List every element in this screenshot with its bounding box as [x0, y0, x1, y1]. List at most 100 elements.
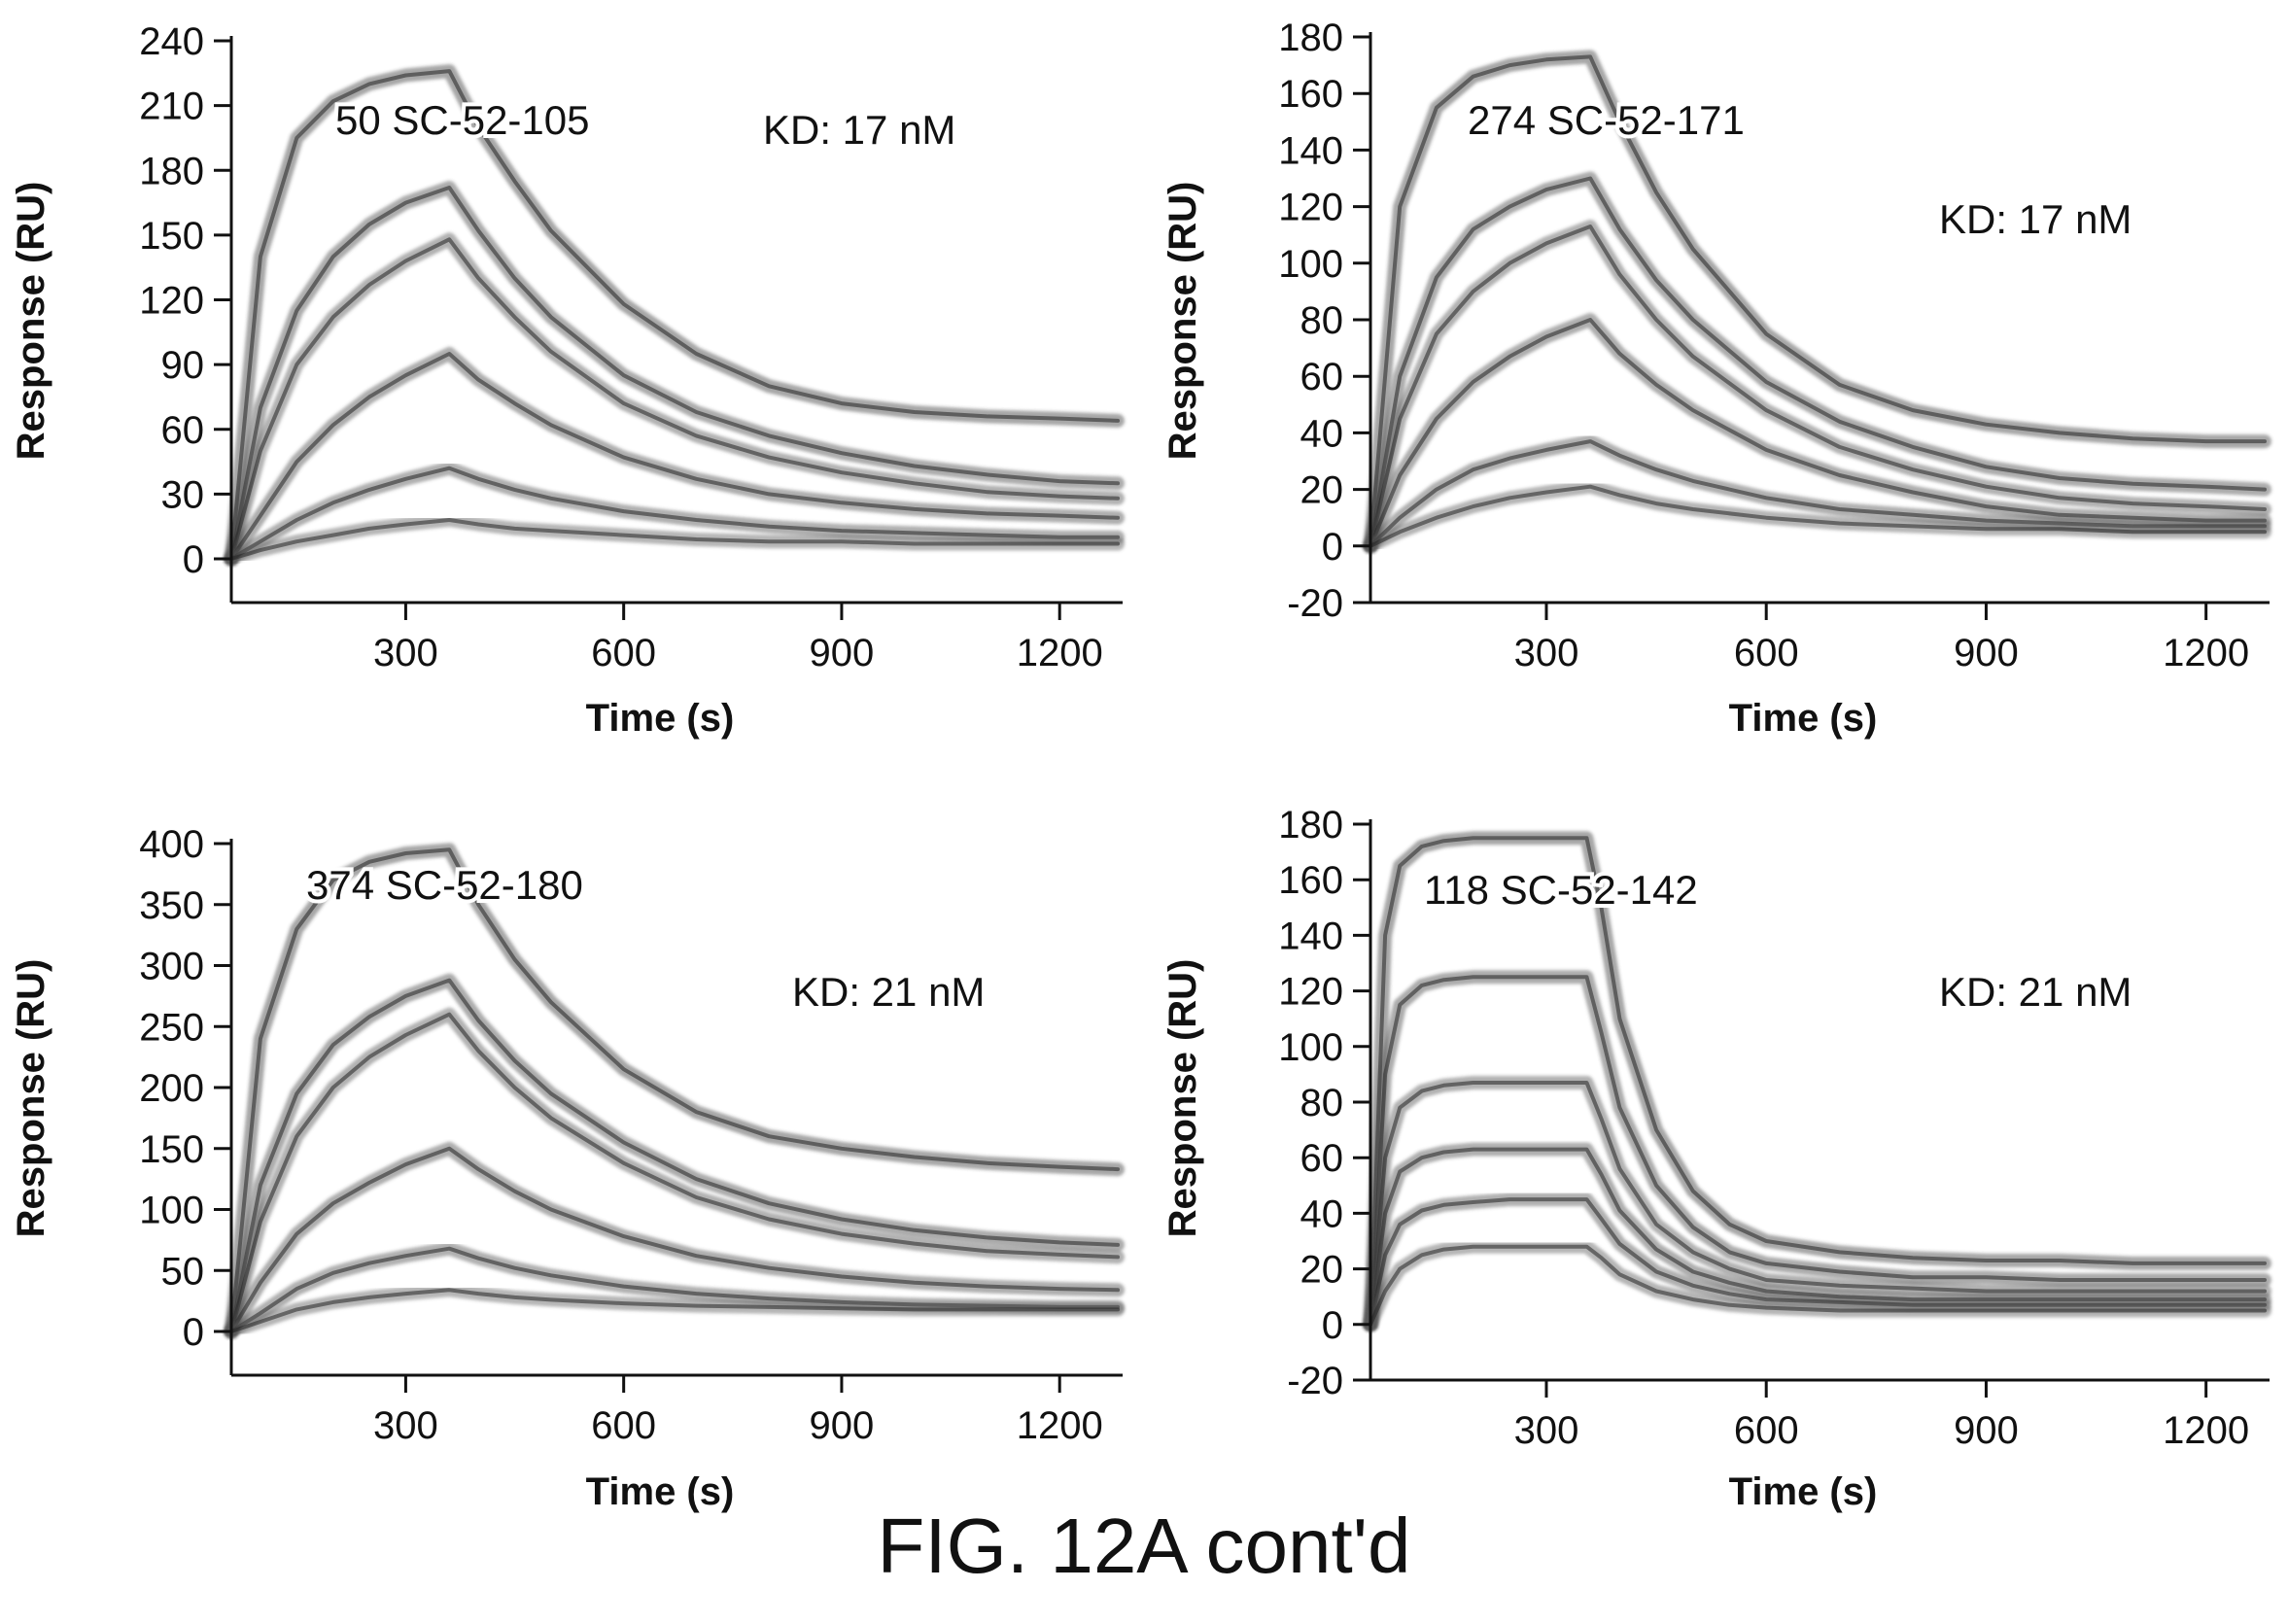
series-6-line [229, 1288, 1120, 1333]
series-6-line [229, 518, 1120, 561]
x-axis-label: Time (s) [1729, 1470, 1878, 1513]
series-2-line [1369, 975, 2267, 1327]
series-2-line [229, 978, 1120, 1333]
y-tick-label: 140 [1278, 915, 1343, 957]
y-axis-label: Response (RU) [1161, 182, 1204, 461]
y-tick-label: 60 [1300, 1137, 1344, 1180]
chart-panel-4: -20 0 20 40 60 80 100 120 140 160 180 300 600 900 1200… [1161, 804, 2271, 1513]
series-2-halo [225, 973, 1125, 1338]
y-tick-label: -20 [1287, 1360, 1343, 1402]
y-tick-label: 120 [139, 280, 204, 323]
y-tick-label: 0 [1322, 1304, 1343, 1347]
series-4-line [1369, 318, 2267, 548]
y-tick-label: 350 [139, 884, 204, 927]
x-tick-label: 1200 [1017, 1404, 1103, 1447]
y-tick-label: 180 [139, 150, 204, 192]
x-tick-label: 300 [373, 632, 438, 674]
series-3-line [229, 1012, 1120, 1333]
y-tick-label: 80 [1300, 1082, 1344, 1124]
y-tick-label: 180 [1278, 804, 1343, 847]
y-tick-label: 90 [161, 344, 205, 387]
series-3-line [1369, 225, 2267, 548]
series-4-line [229, 352, 1120, 561]
y-tick-label: 100 [1278, 243, 1343, 286]
figure-caption: FIG. 12A cont'd [877, 1503, 1411, 1589]
y-axis-label: Response (RU) [10, 182, 52, 461]
chart-title: 374 SC-52-180 [306, 862, 583, 908]
y-tick-label: 120 [1278, 971, 1343, 1014]
y-tick-label: 150 [139, 215, 204, 258]
x-tick-label: 900 [810, 632, 875, 674]
y-tick-label: 0 [1322, 526, 1343, 569]
x-tick-label: 600 [591, 632, 656, 674]
x-tick-label: 300 [1514, 632, 1579, 674]
kd-annotation: KD: 21 nM [1939, 969, 2132, 1015]
y-tick-label: 40 [1300, 412, 1344, 455]
kd-annotation: KD: 21 nM [792, 969, 985, 1015]
x-tick-label: 1200 [2163, 632, 2249, 674]
x-tick-label: 900 [1954, 1409, 2019, 1452]
x-tick-label: 900 [1954, 632, 2019, 674]
y-tick-label: 20 [1300, 1249, 1344, 1292]
kd-annotation: KD: 17 nM [763, 107, 955, 153]
y-tick-label: 400 [139, 823, 204, 866]
y-tick-label: 0 [183, 538, 204, 581]
y-tick-label: 210 [139, 86, 204, 128]
x-axis-label: Time (s) [586, 1470, 735, 1513]
y-tick-label: 140 [1278, 129, 1343, 172]
chart-panel-3: 0 50 100 150 200 250 300 350 400 300 600 900 1200 Tim… [10, 823, 1125, 1513]
y-tick-label: 60 [161, 409, 205, 452]
y-tick-label: 80 [1300, 299, 1344, 342]
y-tick-label: 100 [139, 1190, 204, 1232]
x-axis-label: Time (s) [1729, 697, 1878, 740]
series-1-line [1369, 54, 2267, 548]
y-tick-label: 150 [139, 1128, 204, 1171]
x-tick-label: 900 [810, 1404, 875, 1447]
series-2-halo [225, 181, 1125, 566]
y-tick-label: 100 [1278, 1026, 1343, 1069]
chart-panel-2: -20 0 20 40 60 80 100 120 140 160 180 300 600 900 1200… [1161, 17, 2271, 740]
y-tick-label: 180 [1278, 17, 1343, 59]
y-axis-label: Response (RU) [1161, 959, 1204, 1238]
series-2-line [229, 186, 1120, 561]
x-axis-label: Time (s) [586, 697, 735, 740]
chart-panel-1: 0 30 60 90 120 150 180 210 240 300 600 900 1200 Time … [10, 20, 1125, 740]
series-6-line [1369, 1244, 2267, 1327]
kd-annotation: KD: 17 nM [1939, 196, 2132, 242]
chart-title: 118 SC-52-142 [1424, 867, 1698, 913]
y-tick-label: 20 [1300, 469, 1344, 512]
y-tick-label: 160 [1278, 73, 1343, 116]
y-tick-label: 30 [161, 473, 205, 516]
y-tick-label: 300 [139, 946, 204, 988]
chart-title: 50 SC-52-105 [335, 97, 590, 143]
y-tick-label: 250 [139, 1006, 204, 1049]
x-tick-label: 600 [1734, 1409, 1799, 1452]
series-1-line [1369, 836, 2267, 1327]
series-3-line [1369, 1081, 2267, 1327]
y-tick-label: 40 [1300, 1192, 1344, 1235]
x-tick-label: 600 [591, 1404, 656, 1447]
y-tick-label: 50 [161, 1250, 205, 1293]
x-tick-label: 1200 [2163, 1409, 2249, 1452]
series-1-line [229, 69, 1120, 561]
y-tick-label: 0 [183, 1311, 204, 1354]
y-tick-label: 200 [139, 1067, 204, 1110]
y-tick-label: 160 [1278, 859, 1343, 902]
y-tick-label: 240 [139, 20, 204, 63]
series-3-line [229, 237, 1120, 561]
chart-title: 274 SC-52-171 [1468, 97, 1745, 143]
series-2-line [1369, 176, 2267, 548]
x-tick-label: 600 [1734, 632, 1799, 674]
y-tick-label: 60 [1300, 356, 1344, 398]
y-tick-label: 120 [1278, 187, 1343, 229]
series-4-line [229, 1146, 1120, 1333]
x-tick-label: 300 [373, 1404, 438, 1447]
y-tick-label: -20 [1287, 582, 1343, 625]
x-tick-label: 1200 [1017, 632, 1103, 674]
x-tick-label: 300 [1514, 1409, 1579, 1452]
series-1-line [229, 847, 1120, 1333]
series-5-line [229, 466, 1120, 561]
y-axis-label: Response (RU) [10, 959, 52, 1238]
series-6-line [1369, 484, 2267, 548]
